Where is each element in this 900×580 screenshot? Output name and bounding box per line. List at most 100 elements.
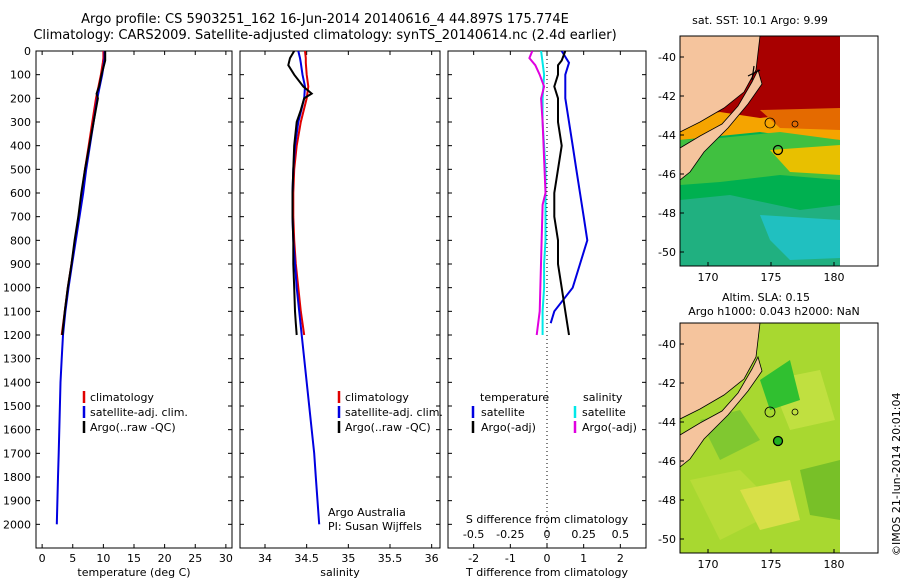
- map-y-tick-label: -44: [658, 416, 676, 429]
- s-tick-label: 0.25: [571, 528, 596, 541]
- map-y-tick-label: -42: [658, 377, 676, 390]
- series-line-argo-raw-qc: [61, 51, 107, 336]
- credit-pi: PI: Susan Wijffels: [328, 520, 422, 533]
- sla-map-subtitle: Argo h1000: 0.043 h2000: NaN: [688, 305, 860, 318]
- land-south-island: [680, 355, 763, 468]
- x-tick-label: 20: [158, 552, 172, 565]
- salinity-panel: [239, 50, 441, 549]
- legend-climatology: climatology: [345, 391, 409, 404]
- x-tick-label: 15: [127, 552, 141, 565]
- land-north-island: [680, 36, 761, 133]
- x-tick-label: 34: [258, 552, 272, 565]
- map-y-tick-label: -48: [658, 207, 676, 220]
- argo-position-marker: [772, 435, 784, 447]
- x-tick-label: 0: [39, 552, 46, 565]
- sst-map-title: sat. SST: 10.1 Argo: 9.99: [692, 14, 828, 27]
- depth-tick-label: 900: [10, 258, 31, 271]
- sst-map: [680, 36, 840, 266]
- x-tick-label: 0: [544, 552, 551, 565]
- depth-tick-label: 200: [10, 92, 31, 105]
- depth-tick-label: 1300: [3, 353, 31, 366]
- sla-map-title: Altim. SLA: 0.15: [722, 291, 810, 304]
- map-y-tick-label: -40: [658, 338, 676, 351]
- series-line-salinity-argo-adj-: [528, 51, 547, 336]
- sla-map: [680, 323, 840, 553]
- series-line-temperature-argo-adj-: [553, 51, 570, 336]
- series-line-satellite-adj-clim: [55, 51, 106, 525]
- x-tick-label: 35.5: [378, 552, 403, 565]
- temperature-legend: climatology satellite-adj. clim. Argo(..…: [82, 391, 188, 434]
- t-diff-axis-label: T difference from climatology: [465, 566, 628, 579]
- depth-tick-label: 1400: [3, 376, 31, 389]
- map-x-tick-label: 175: [761, 271, 782, 284]
- land-north-island: [680, 323, 761, 420]
- x-tick-label: 5: [69, 552, 76, 565]
- map-x-tick-label: 180: [824, 271, 845, 284]
- depth-tick-label: 1500: [3, 400, 31, 413]
- map-x-tick-label: 175: [761, 558, 782, 571]
- depth-tick-label: 400: [10, 140, 31, 153]
- credit-org: Argo Australia: [328, 506, 406, 519]
- legend-s-argo: Argo(-adj): [582, 421, 637, 434]
- salinity-axis-label: salinity: [320, 566, 360, 579]
- depth-tick-label: 700: [10, 211, 31, 224]
- map-y-tick-label: -48: [658, 494, 676, 507]
- credit-block: Argo Australia PI: Susan Wijffels: [328, 506, 422, 534]
- map-x-tick-label: 170: [698, 271, 719, 284]
- series-line-argo-raw-qc: [287, 51, 314, 336]
- sst-map-frame: [679, 35, 879, 267]
- x-tick-label: -1: [505, 552, 516, 565]
- x-tick-label: 2: [617, 552, 624, 565]
- depth-tick-label: 100: [10, 69, 31, 82]
- map-y-tick-label: -50: [658, 533, 676, 546]
- map-y-tick-label: -46: [658, 168, 676, 181]
- depth-tick-label: 0: [24, 45, 31, 58]
- depth-tick-label: 1800: [3, 471, 31, 484]
- legend-t-satellite: satellite: [481, 406, 525, 419]
- legend-s-satellite: satellite: [582, 406, 626, 419]
- map-y-tick-label: -42: [658, 90, 676, 103]
- x-tick-label: 1: [580, 552, 587, 565]
- legend-header-salinity: salinity: [583, 391, 623, 404]
- watermark-text: ©IMOS 21-Jun-2014 20:01:04: [890, 392, 900, 556]
- depth-tick-label: 1900: [3, 495, 31, 508]
- legend-argo: Argo(..raw -QC): [345, 421, 431, 434]
- map-x-tick-label: 170: [698, 558, 719, 571]
- x-tick-label: 34.5: [294, 552, 319, 565]
- series-line-temperature-satellite: [549, 51, 589, 324]
- x-tick-label: 25: [188, 552, 202, 565]
- legend-satellite: satellite-adj. clim.: [90, 406, 188, 419]
- x-tick-label: -2: [468, 552, 479, 565]
- s-tick-label: -0.5: [463, 528, 484, 541]
- page-title: Argo profile: CS 5903251_162 16-Jun-2014…: [81, 12, 569, 27]
- legend-argo: Argo(..raw -QC): [90, 421, 176, 434]
- depth-tick-label: 300: [10, 116, 31, 129]
- legend-header-temperature: temperature: [480, 391, 549, 404]
- depth-tick-label: 1600: [3, 424, 31, 437]
- legend-satellite: satellite-adj. clim.: [345, 406, 443, 419]
- s-tick-label: 0.5: [612, 528, 630, 541]
- s-tick-label: 0: [544, 528, 551, 541]
- legend-t-argo: Argo(-adj): [481, 421, 536, 434]
- x-tick-label: 30: [219, 552, 233, 565]
- series-line-climatology: [292, 51, 310, 336]
- page-subtitle: Climatology: CARS2009. Satellite-adjuste…: [33, 28, 617, 43]
- legend-climatology: climatology: [90, 391, 154, 404]
- map-x-tick-label: 180: [824, 558, 845, 571]
- x-tick-label: 36: [425, 552, 439, 565]
- sla-map-frame: [679, 322, 879, 554]
- depth-tick-label: 1200: [3, 329, 31, 342]
- imos-watermark: ©IMOS 21-Jun-2014 20:01:04: [876, 376, 900, 556]
- depth-tick-label: 800: [10, 234, 31, 247]
- argo-position-marker: [772, 144, 784, 156]
- depth-tick-label: 1100: [3, 305, 31, 318]
- depth-tick-label: 1700: [3, 447, 31, 460]
- land-south-island: [680, 68, 763, 181]
- map-y-tick-label: -46: [658, 455, 676, 468]
- map-y-tick-label: -44: [658, 129, 676, 142]
- difference-legend: temperature salinity satellite Argo(-adj…: [471, 391, 637, 434]
- salinity-legend: climatology satellite-adj. clim. Argo(..…: [337, 391, 443, 434]
- temperature-axis-label: temperature (deg C): [77, 566, 190, 579]
- depth-tick-label: 1000: [3, 282, 31, 295]
